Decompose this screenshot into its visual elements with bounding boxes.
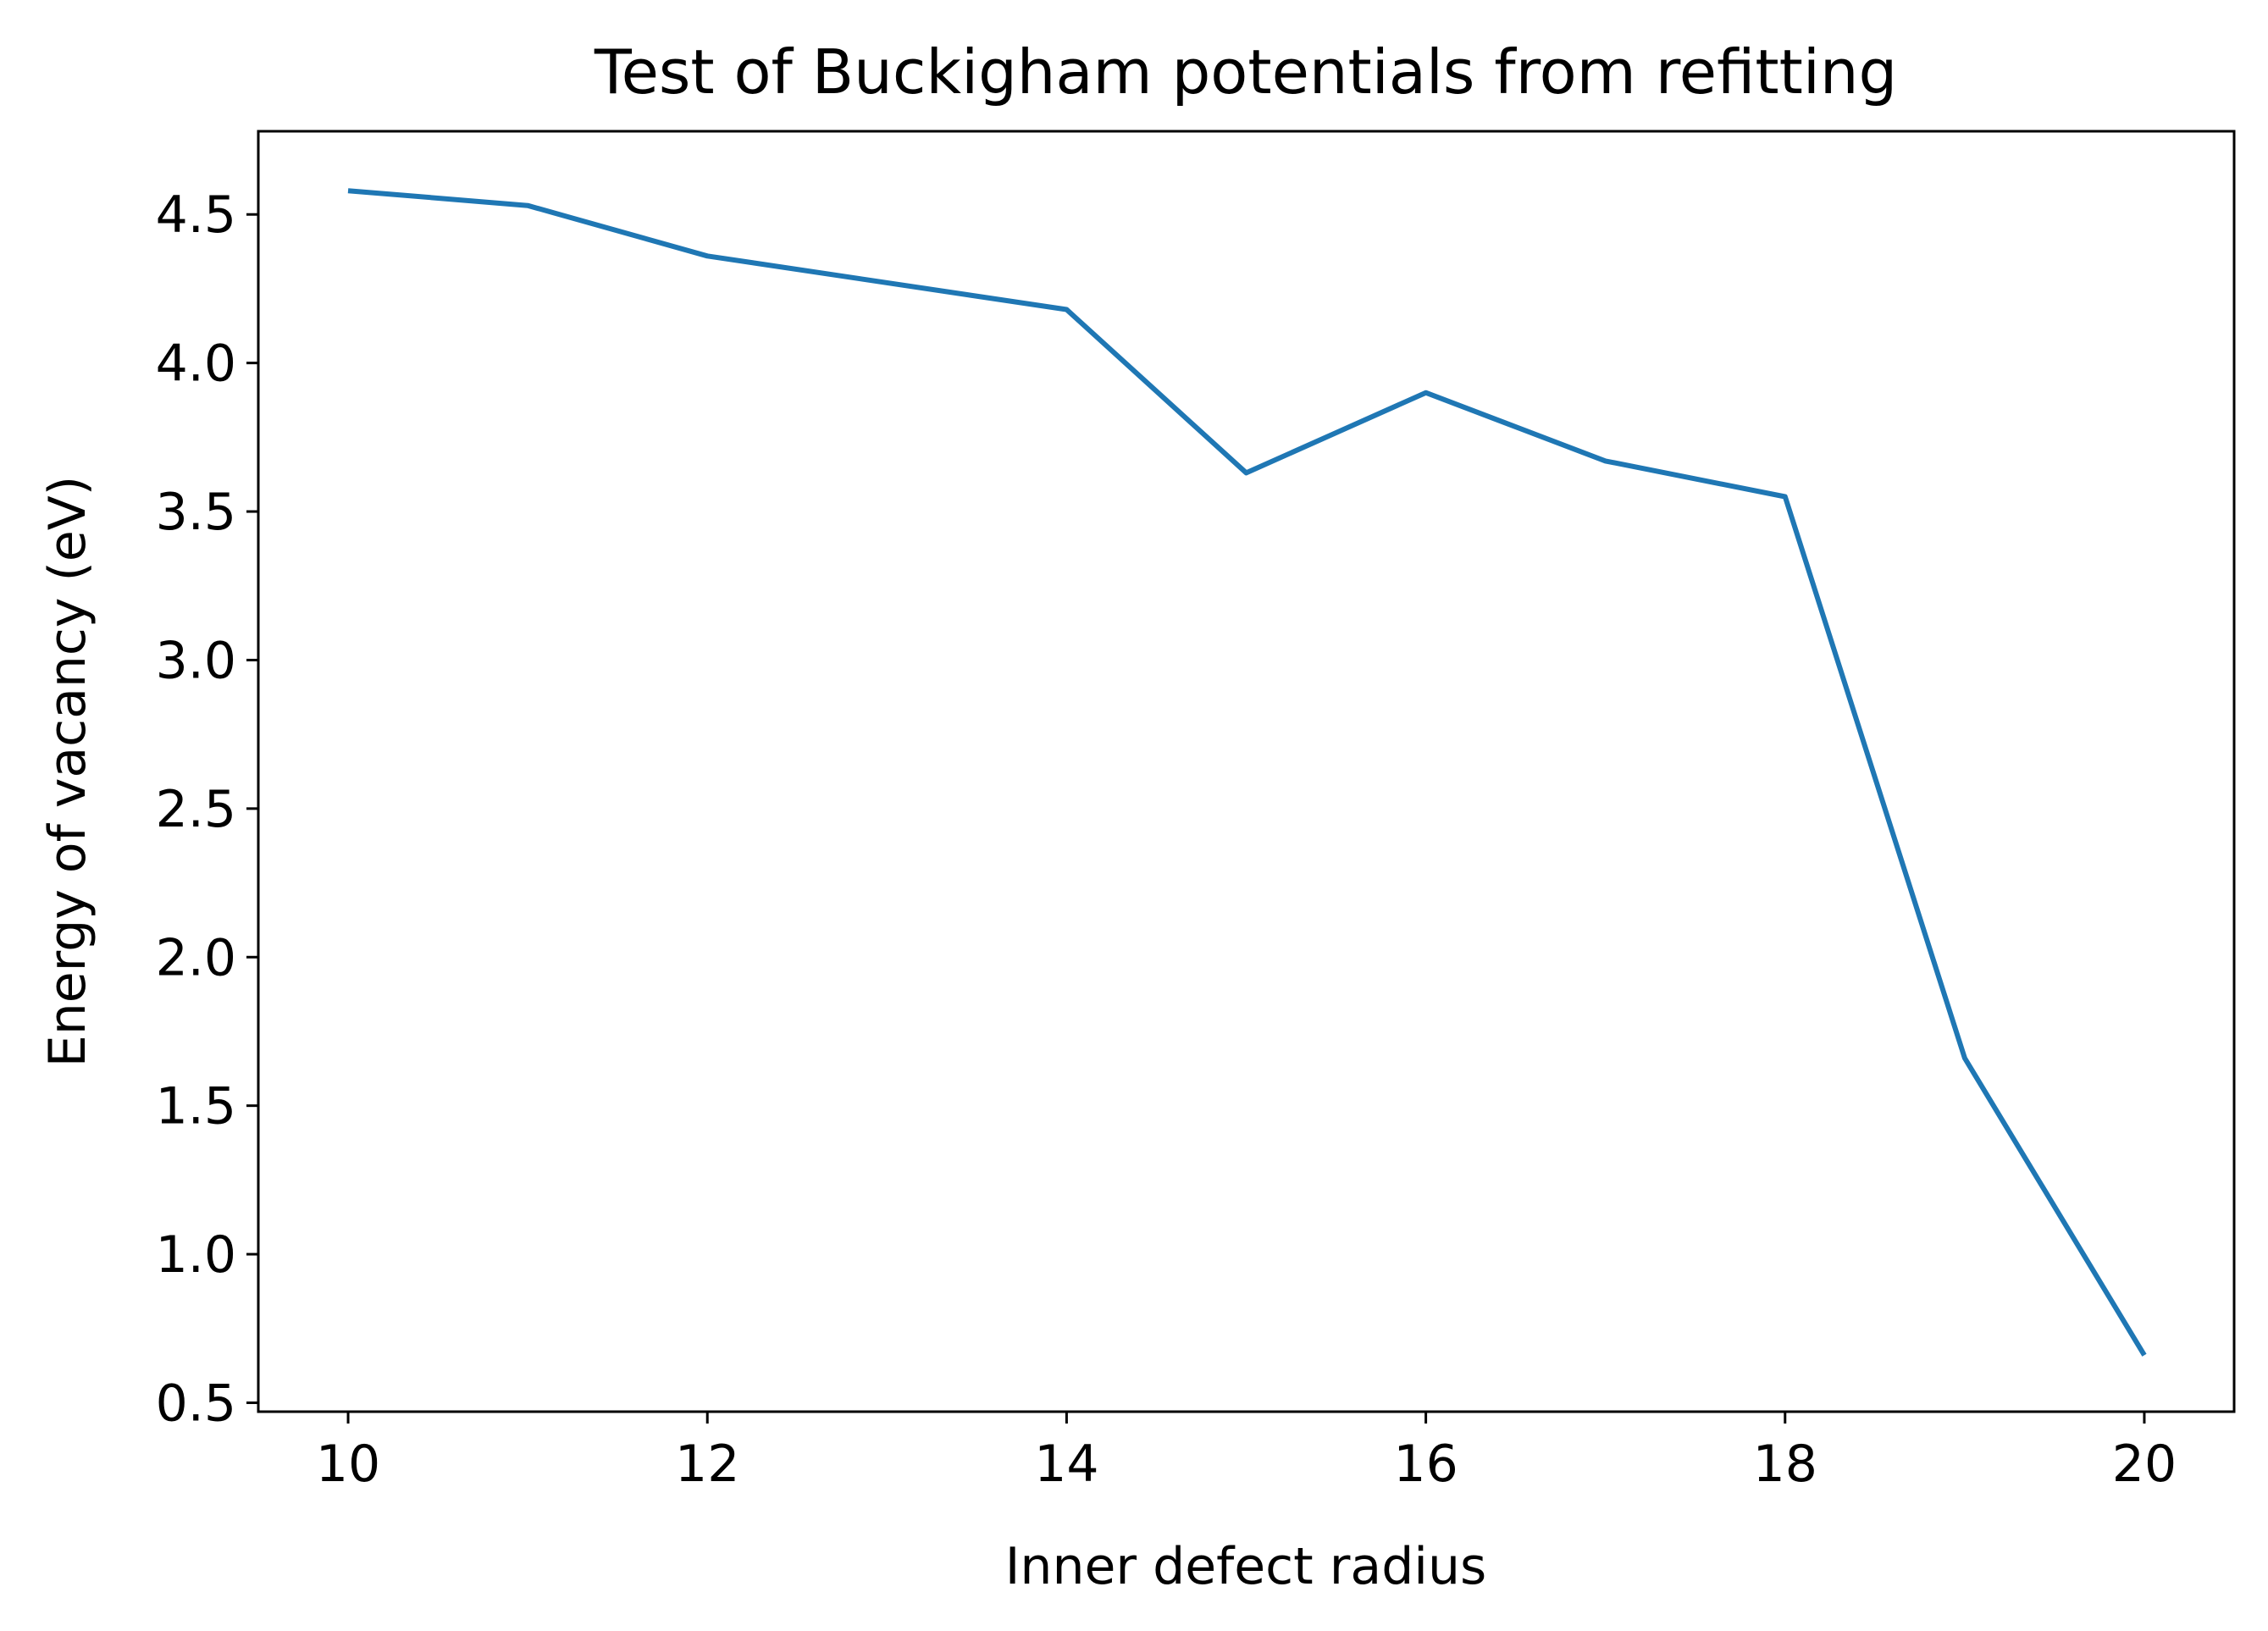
x-tick-label: 14 [1034,1435,1098,1494]
chart-title: Test of Buckigham potentials from refitt… [594,36,1897,108]
x-tick-label: 18 [1753,1435,1817,1494]
y-tick-label: 1.0 [156,1225,236,1285]
y-tick-label: 4.5 [156,185,236,245]
y-tick-label: 2.0 [156,928,236,987]
x-axis-ticks: 10 12 14 16 18 20 [316,1412,2177,1494]
series-line [347,188,2147,1357]
y-axis-ticks: 0.5 1.0 1.5 2.0 2.5 3.0 3.5 4.0 4.5 [156,185,258,1433]
plot-area [258,131,2234,1412]
y-tick-label: 1.5 [156,1077,236,1136]
series-layer [347,188,2147,1357]
axes-frame [257,130,2236,1413]
y-tick-label: 3.5 [156,483,236,542]
x-axis-label: Inner defect radius [1005,1537,1487,1596]
y-tick-label: 4.0 [156,334,236,394]
y-tick-label: 0.5 [156,1374,236,1433]
y-tick-label: 3.0 [156,631,236,690]
y-axis-label: Energy of vacancy (eV) [38,476,97,1067]
x-tick-label: 12 [675,1435,739,1494]
y-tick-label: 2.5 [156,780,236,839]
x-tick-label: 20 [2112,1435,2177,1494]
x-tick-label: 10 [316,1435,380,1494]
x-tick-label: 16 [1393,1435,1458,1494]
